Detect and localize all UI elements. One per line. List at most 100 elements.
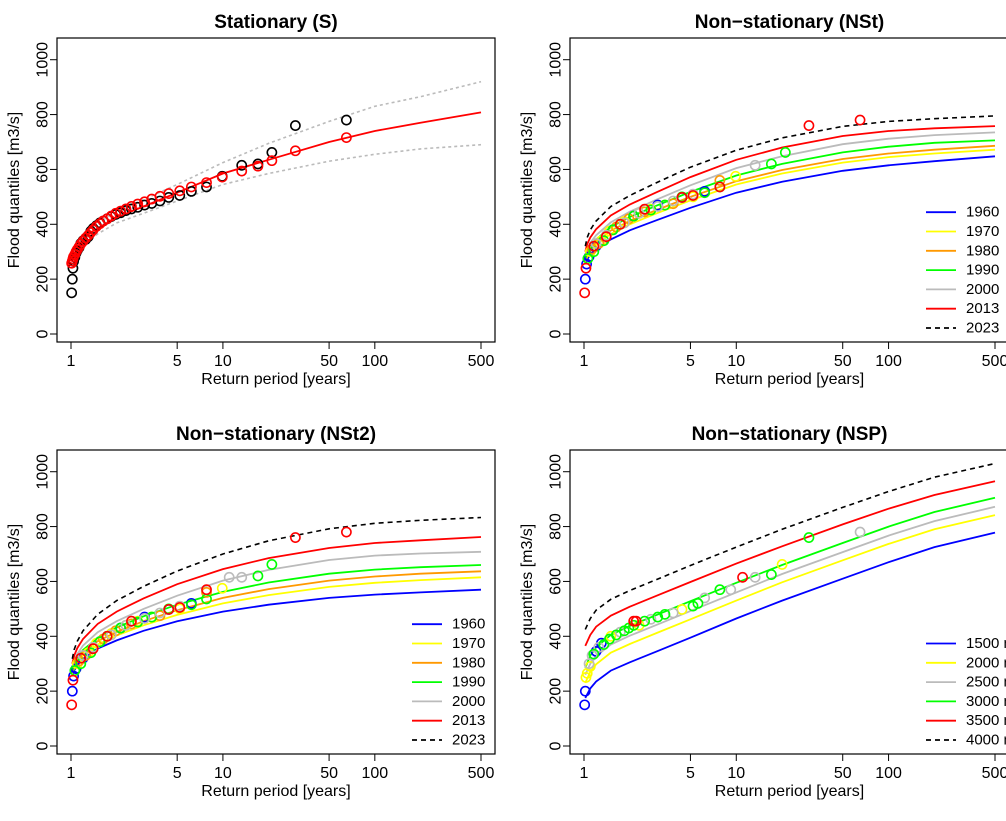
data-point (66, 685, 78, 697)
data-point (652, 201, 664, 212)
data-point (652, 611, 664, 623)
x-axis-label: Return period [years] (715, 783, 864, 800)
y-tick-label: 200 (548, 678, 565, 705)
y-tick-label: 0 (35, 741, 52, 750)
y-tick-label: 1000 (548, 42, 565, 78)
series-line-band-1 (71, 80, 482, 255)
legend-label-2023: 2023 (966, 320, 999, 337)
data-point (71, 244, 83, 255)
legend-label-2000: 2000 (452, 693, 485, 710)
data-point (714, 174, 726, 186)
data-point (340, 132, 352, 144)
data-point (340, 114, 352, 126)
series-line-2000-mm (584, 514, 996, 684)
data-point (614, 218, 626, 230)
data-point (779, 147, 791, 158)
data-point (68, 670, 79, 682)
data-point (714, 181, 726, 193)
series-line-2023 (71, 516, 482, 659)
legend-label-1500-mm: 1500 mm (966, 635, 1006, 652)
data-point (776, 559, 788, 570)
series-line-1990 (584, 139, 996, 259)
y-tick-label: 800 (35, 513, 52, 540)
data-point (667, 607, 679, 619)
x-tick-label: 5 (173, 765, 182, 782)
legend-label-1990: 1990 (452, 674, 485, 691)
data-point (659, 199, 671, 211)
legend-label-1990: 1990 (966, 262, 999, 279)
series-line-band-0 (71, 111, 482, 262)
series-line-3000-mm (584, 496, 996, 669)
data-point (132, 198, 144, 210)
data-point (676, 604, 688, 615)
legend-label-4000-mm: 4000 mm (966, 732, 1006, 749)
data-point (201, 177, 212, 188)
y-tick-label: 0 (548, 741, 565, 750)
data-point (598, 639, 610, 650)
x-tick-label: 500 (982, 353, 1006, 370)
series-line-4000-mm (584, 462, 996, 630)
data-point (66, 287, 78, 299)
data-point (163, 188, 175, 199)
data-point (645, 613, 657, 625)
x-tick-label: 1 (580, 765, 589, 782)
data-point (584, 246, 596, 258)
data-point (289, 532, 301, 543)
data-point (185, 185, 197, 197)
data-point (201, 584, 212, 596)
chart-panel-2: Non−stationary (NSt) 1 5 10 50 100 500 Return p… (519, 12, 1006, 388)
data-point (85, 227, 97, 238)
legend-label-3500-mm: 3500 mm (966, 712, 1006, 729)
plot-area (66, 516, 482, 711)
legend-label-2500-mm: 2500 mm (966, 674, 1006, 691)
data-point (687, 190, 699, 201)
data-point (289, 120, 301, 131)
y-tick-label: 0 (35, 329, 52, 338)
x-axis-label: Return period [years] (201, 371, 350, 388)
x-tick-label: 5 (686, 765, 695, 782)
y-tick-label: 200 (35, 266, 52, 293)
data-point (174, 602, 186, 613)
data-point (730, 170, 742, 182)
data-point (126, 615, 137, 627)
data-point (737, 571, 748, 583)
y-tick-label: 800 (35, 101, 52, 128)
y-tick-label: 400 (35, 623, 52, 650)
data-point (236, 165, 248, 177)
series-line-2023 (584, 115, 996, 247)
data-point (139, 613, 150, 624)
data-point (174, 185, 186, 197)
x-tick-label: 500 (982, 765, 1006, 782)
legend-label-2023: 2023 (452, 732, 485, 749)
x-tick-label: 500 (468, 765, 495, 782)
data-point (639, 203, 650, 215)
data-point (588, 648, 600, 660)
x-tick-label: 1 (67, 765, 76, 782)
plot-frame (56, 37, 496, 343)
data-point (185, 181, 197, 193)
legend-label-2000: 2000 (966, 281, 999, 298)
data-point (803, 120, 815, 131)
series-line-2013 (584, 125, 996, 252)
data-point (588, 240, 600, 252)
y-tick-label: 400 (548, 211, 565, 238)
y-tick-label: 600 (35, 156, 52, 183)
data-point (216, 171, 228, 183)
data-point (185, 599, 197, 611)
data-point (266, 559, 278, 570)
data-point (749, 159, 761, 171)
x-tick-label: 500 (468, 353, 495, 370)
legend-label-1980: 1980 (966, 242, 999, 259)
y-tick-label: 600 (548, 568, 565, 595)
x-tick-label: 10 (214, 765, 232, 782)
data-point (77, 650, 89, 661)
data-point (94, 218, 106, 230)
data-point (252, 160, 264, 172)
legend: 1500 mm 2000 mm 2500 mm 3000 mm 3500 mm 4000 … (926, 635, 1006, 749)
y-tick-label: 1000 (548, 454, 565, 490)
legend: 1960 1970 1980 1990 2000 2013 2023 (412, 616, 485, 749)
series-line-2500-mm (584, 505, 996, 676)
legend: 1960 1970 1980 1990 2000 2013 2023 (926, 204, 999, 337)
data-point (714, 584, 726, 596)
data-point (94, 636, 106, 648)
